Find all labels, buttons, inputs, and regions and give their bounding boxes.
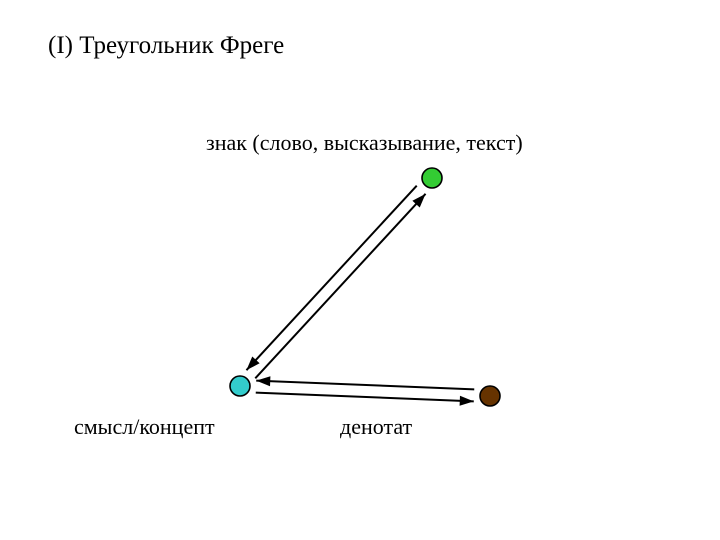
- edge-right-left-shaft: [256, 381, 474, 390]
- nodes-layer: [230, 168, 500, 406]
- node-right: [480, 386, 500, 406]
- edge-right-left-head: [256, 376, 270, 386]
- label-denotat: денотат: [340, 414, 412, 440]
- node-left: [230, 376, 250, 396]
- label-sign: знак (слово, высказывание, текст): [206, 130, 523, 156]
- edges-layer: [246, 186, 474, 406]
- edge-left-top-shaft: [255, 194, 425, 378]
- edge-left-right-shaft: [256, 393, 474, 402]
- edge-top-left-shaft: [246, 186, 416, 370]
- label-sense: смысл/концепт: [74, 414, 215, 440]
- diagram-svg: [0, 0, 720, 540]
- frege-triangle-diagram: (I) Треугольник Фреге знак (слово, выска…: [0, 0, 720, 540]
- node-top: [422, 168, 442, 188]
- edge-left-right-head: [460, 396, 474, 406]
